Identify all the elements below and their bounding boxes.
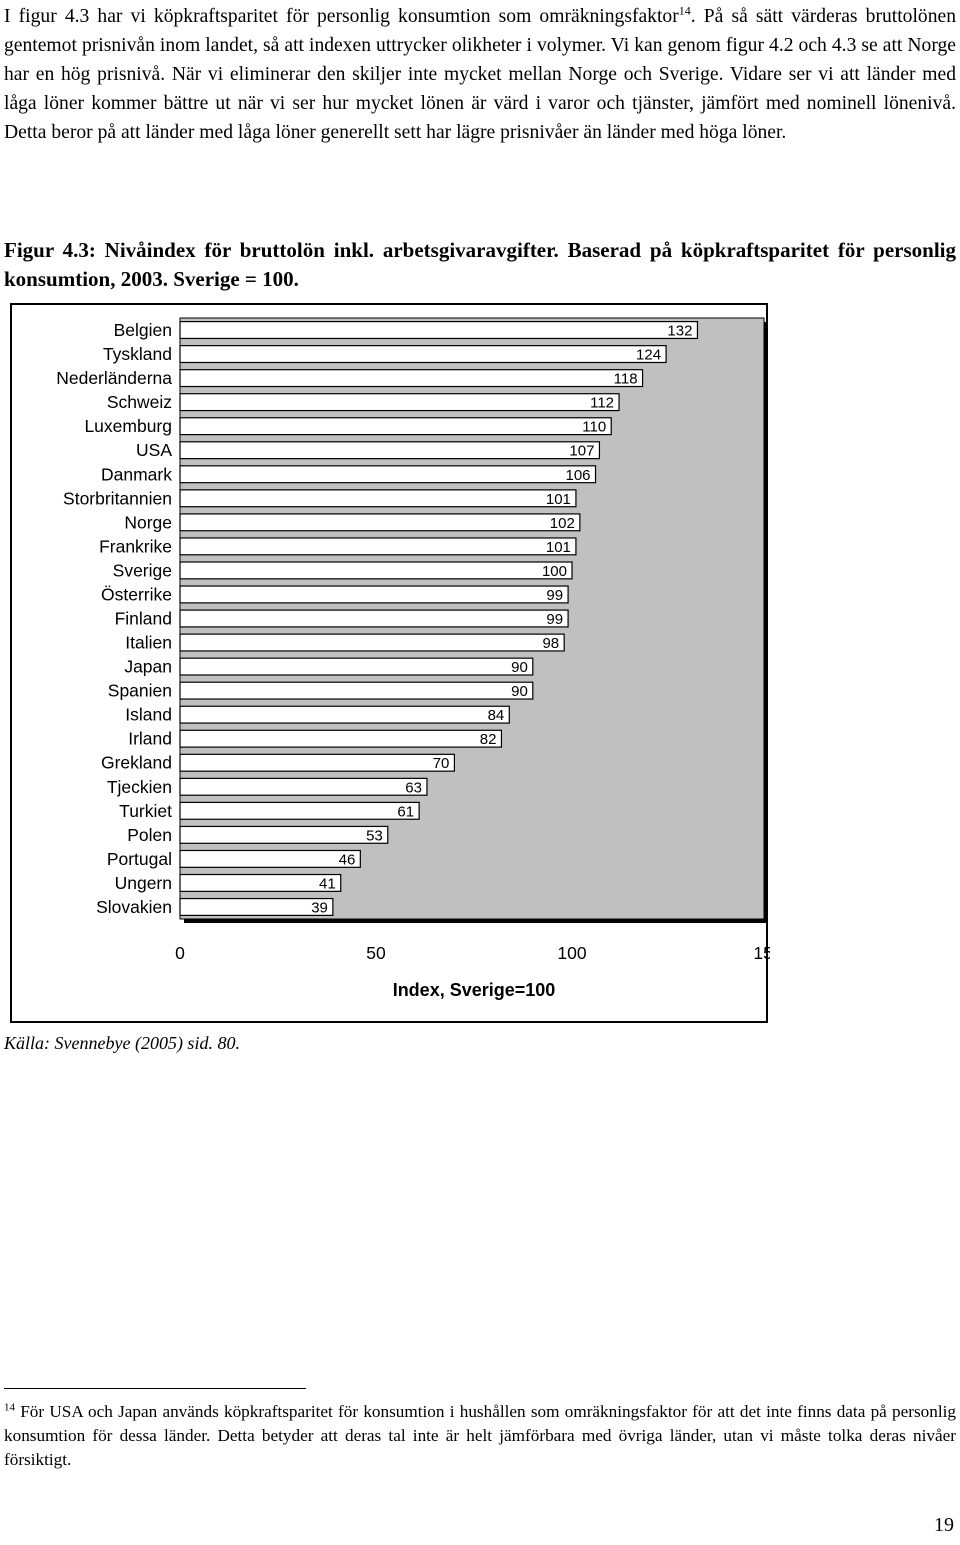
- bar-finland: [179, 609, 569, 628]
- figure-source: Källa: Svennebye (2005) sid. 80.: [4, 1033, 240, 1053]
- category-label-island: Island: [125, 705, 172, 725]
- category-label-irland: Irland: [128, 729, 172, 749]
- category-label-spanien: Spanien: [108, 681, 172, 701]
- category-label-usa: USA: [136, 440, 172, 460]
- bar-usa: [179, 441, 601, 460]
- category-label-ungern: Ungern: [115, 873, 172, 893]
- data-label-finland: 99: [546, 611, 563, 628]
- category-label-storbritannien: Storbritannien: [63, 488, 172, 508]
- data-label-frankrike: 101: [546, 539, 571, 556]
- bar-spanien: [179, 681, 534, 700]
- data-label-island: 84: [488, 707, 505, 724]
- data-label-sverige: 100: [542, 563, 567, 580]
- bar-sverige: [179, 561, 573, 580]
- data-label-österrike: 99: [546, 587, 563, 604]
- footnote-reference[interactable]: 14: [678, 3, 691, 18]
- bar-tjeckien: [179, 777, 428, 796]
- category-label-portugal: Portugal: [107, 849, 172, 869]
- data-label-tyskland: 124: [636, 347, 661, 364]
- bar-österrike: [179, 585, 569, 604]
- category-label-frankrike: Frankrike: [99, 536, 172, 556]
- bar-belgien: [179, 321, 699, 340]
- bar-danmark: [179, 465, 597, 484]
- category-label-tyskland: Tyskland: [103, 344, 172, 364]
- data-label-nederländerna: 118: [614, 371, 638, 388]
- bar-tyskland: [179, 345, 667, 364]
- data-label-schweiz: 112: [590, 395, 614, 412]
- data-label-usa: 107: [569, 443, 594, 460]
- category-label-italien: Italien: [125, 633, 172, 653]
- data-label-portugal: 46: [339, 851, 356, 868]
- data-label-spanien: 90: [511, 683, 528, 700]
- footnote-number: 14: [4, 1401, 15, 1414]
- bar-chart-svg: 132 Belgien 124 Tyskland 118 Nederländerna 112…: [56, 317, 770, 1000]
- intro-paragraph: I figur 4.3 har vi köpkraftsparitet för …: [4, 2, 956, 147]
- data-label-ungern: 41: [319, 875, 336, 892]
- data-label-irland: 82: [480, 731, 497, 748]
- data-label-storbritannien: 101: [546, 491, 571, 508]
- x-tick-label-100: 100: [557, 943, 586, 963]
- data-label-polen: 53: [366, 827, 383, 844]
- data-label-belgien: 132: [667, 323, 692, 340]
- data-label-tjeckien: 63: [405, 779, 422, 796]
- category-label-sverige: Sverige: [113, 560, 172, 580]
- data-label-luxemburg: 110: [582, 419, 606, 436]
- category-label-polen: Polen: [127, 825, 172, 845]
- category-label-norge: Norge: [124, 512, 172, 532]
- category-label-belgien: Belgien: [114, 320, 172, 340]
- data-label-italien: 98: [542, 635, 559, 652]
- bar-italien: [179, 633, 565, 652]
- category-label-luxemburg: Luxemburg: [84, 416, 172, 436]
- bar-ungern: [179, 873, 342, 892]
- footnote-text: För USA och Japan används köpkraftsparit…: [4, 1402, 956, 1469]
- bar-turkiet: [179, 801, 420, 820]
- category-label-österrike: Österrike: [101, 584, 172, 604]
- category-label-nederländerna: Nederländerna: [56, 368, 172, 388]
- data-label-grekland: 70: [433, 755, 450, 772]
- category-label-slovakien: Slovakien: [96, 897, 172, 917]
- x-axis-label: Index, Sverige=100: [393, 980, 556, 1000]
- category-label-tjeckien: Tjeckien: [107, 777, 172, 797]
- bar-storbritannien: [179, 489, 577, 508]
- data-label-danmark: 106: [565, 467, 590, 484]
- figure-caption: Figur 4.3: Nivåindex för bruttolön inkl.…: [4, 238, 956, 291]
- bar-island: [179, 705, 510, 724]
- category-label-schweiz: Schweiz: [107, 392, 172, 412]
- intro-text-part2: . På så sätt värderas bruttolönen gentem…: [4, 6, 956, 143]
- x-tick-label-150: 150: [753, 943, 770, 963]
- bar-slovakien: [179, 897, 334, 916]
- page-number: 19: [934, 1514, 954, 1536]
- data-label-slovakien: 39: [311, 899, 328, 916]
- bar-frankrike: [179, 537, 577, 556]
- category-label-grekland: Grekland: [101, 753, 172, 773]
- data-label-japan: 90: [511, 659, 528, 676]
- bar-luxemburg: [179, 417, 612, 436]
- bar-schweiz: [179, 393, 620, 412]
- bar-chart: 132 Belgien 124 Tyskland 118 Nederländerna 112…: [10, 303, 770, 1023]
- bar-norge: [179, 513, 581, 532]
- data-label-turkiet: 61: [397, 803, 414, 820]
- bar-japan: [179, 657, 534, 676]
- category-label-japan: Japan: [124, 657, 172, 677]
- footnote-separator: [4, 1388, 306, 1389]
- bar-irland: [179, 729, 503, 748]
- x-tick-label-0: 0: [175, 943, 185, 963]
- bar-polen: [179, 825, 389, 844]
- category-label-turkiet: Turkiet: [119, 801, 172, 821]
- x-tick-label-50: 50: [366, 943, 386, 963]
- bar-portugal: [179, 849, 361, 868]
- bar-grekland: [179, 753, 455, 772]
- category-label-danmark: Danmark: [101, 464, 172, 484]
- footnote: 14 För USA och Japan används köpkraftspa…: [4, 1400, 956, 1472]
- data-label-norge: 102: [550, 515, 575, 532]
- bar-nederländerna: [179, 369, 644, 388]
- intro-text-part1: I figur 4.3 har vi köpkraftsparitet för …: [4, 6, 679, 27]
- category-label-finland: Finland: [115, 609, 172, 629]
